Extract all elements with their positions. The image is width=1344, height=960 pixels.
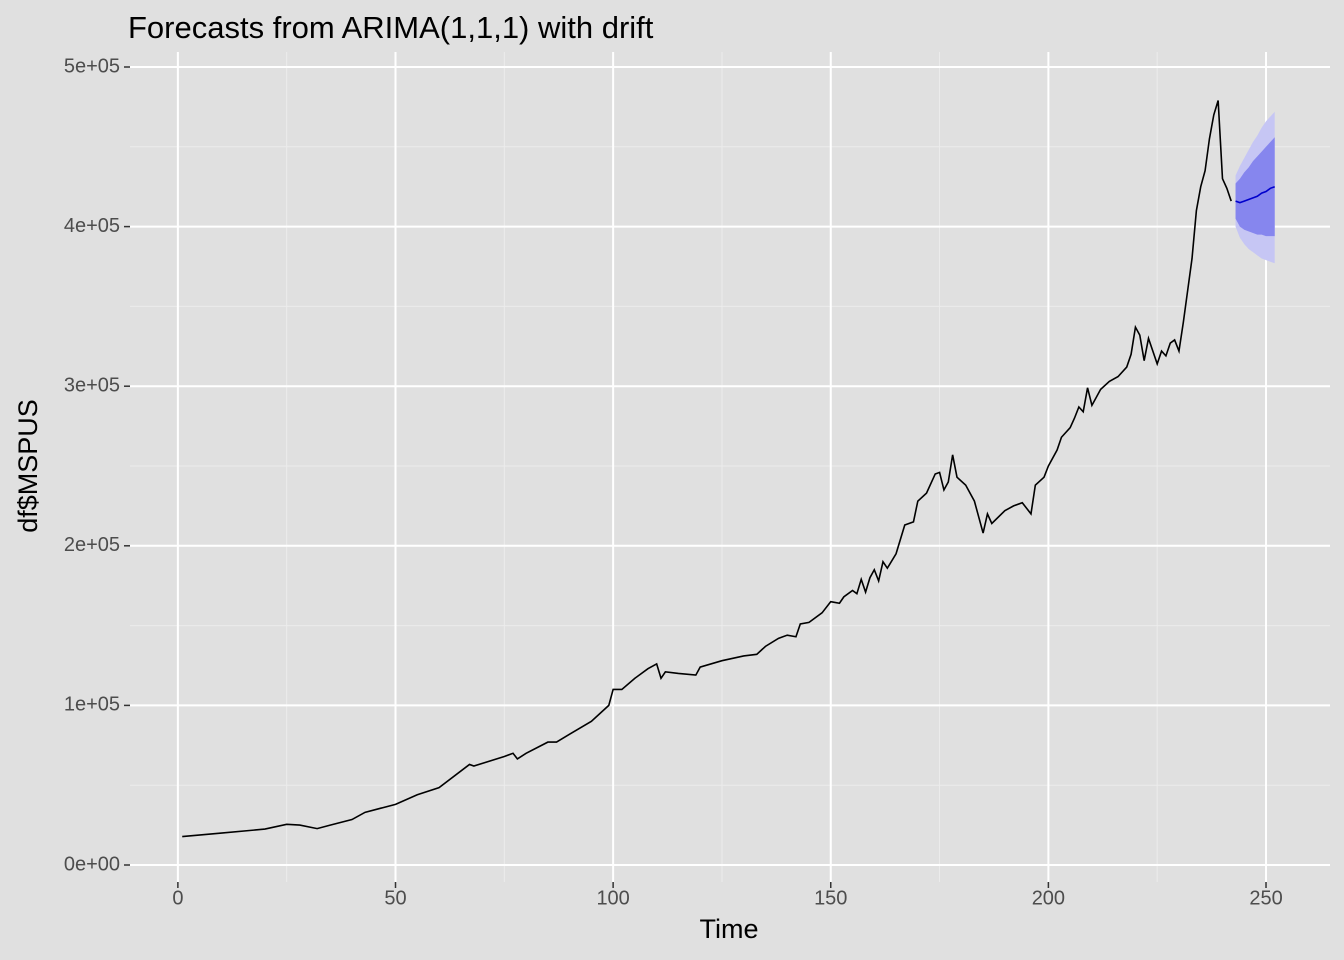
forecast-line [1235, 185, 1275, 204]
x-tick-label: 250 [1249, 887, 1282, 909]
x-tick-label: 200 [1032, 887, 1065, 909]
y-tick-label: 4e+05 [64, 215, 120, 237]
x-tick-label: 0 [172, 887, 183, 909]
y-tick-label: 0e+00 [64, 853, 120, 875]
x-tick-label: 50 [384, 887, 406, 909]
y-tick-label: 3e+05 [64, 374, 120, 396]
y-tick-label: 5e+05 [64, 55, 120, 77]
chart-title: Forecasts from ARIMA(1,1,1) with drift [128, 10, 654, 45]
interval-80 [1235, 137, 1275, 237]
y-tick-label: 2e+05 [64, 534, 120, 556]
y-tick-label: 1e+05 [64, 694, 120, 716]
x-tick-label: 100 [596, 887, 629, 909]
y-axis-title: df$MSPUS [13, 399, 43, 533]
x-axis-title: Time [700, 914, 759, 944]
x-tick-label: 150 [814, 887, 847, 909]
series-line [182, 100, 1232, 838]
